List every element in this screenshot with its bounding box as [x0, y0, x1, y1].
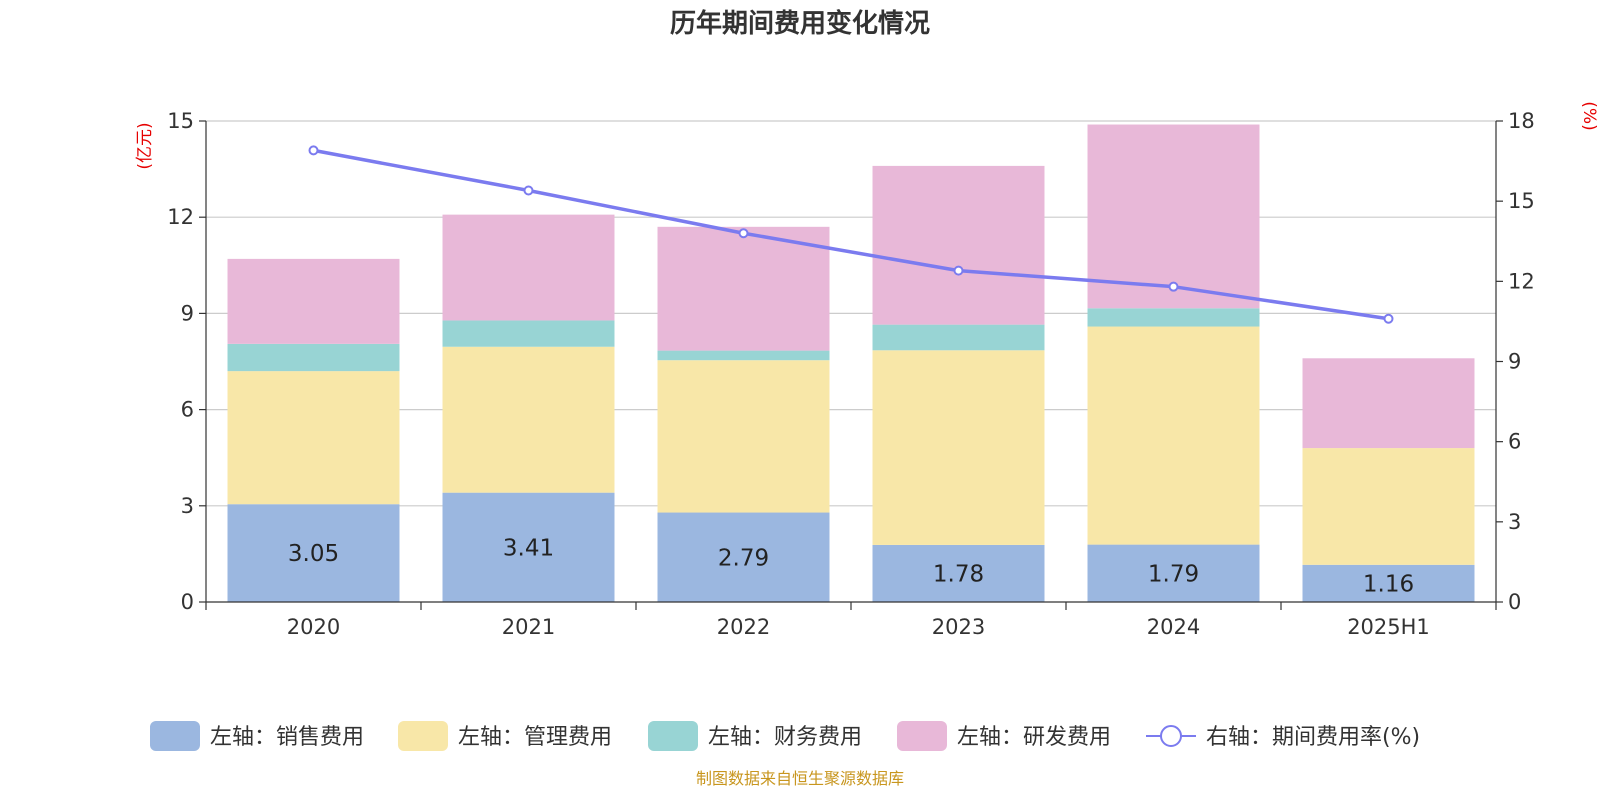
rate-point: [738, 228, 749, 239]
left-axis-unit: (亿元): [135, 122, 155, 169]
right-axis-unit: (%): [1579, 101, 1599, 130]
bar-segment: [442, 320, 615, 347]
source-note: 制图数据来自恒生聚源数据库: [696, 769, 904, 788]
axes: 0 3 6 9 12 15 0 3 6 9 12 15 18 2020 2021 2022 2023 2024 20…: [135, 101, 1599, 639]
rate-point: [953, 265, 964, 276]
x-tick-label: 2020: [287, 615, 340, 639]
bar-segment: [227, 343, 400, 372]
bar-segment: [657, 350, 830, 361]
legend-swatch: [648, 721, 698, 751]
data-label: 1.78: [933, 561, 984, 587]
bar-segment: [442, 214, 615, 321]
legend-swatch: [150, 721, 200, 751]
legend-label: 左轴：销售费用: [210, 725, 364, 750]
rate-line: [308, 145, 1394, 324]
bar-segment: [657, 360, 830, 513]
bar-segment: [227, 258, 400, 344]
right-tick-label: 12: [1508, 269, 1535, 293]
legend: 左轴：销售费用 左轴：管理费用 左轴：财务费用 左轴：研发费用 右轴：期间费用率(%): [150, 721, 1420, 751]
bar-segment: [442, 346, 615, 493]
bar-segment: [442, 492, 615, 602]
data-label: 2.79: [718, 545, 769, 571]
rate-point: [1168, 281, 1179, 292]
rate-point: [1383, 313, 1394, 324]
left-tick-label: 12: [167, 205, 194, 229]
bar-segment: [1302, 358, 1475, 449]
bar-segment: [1302, 448, 1475, 565]
rate-point: [523, 185, 534, 196]
data-label: 1.16: [1363, 571, 1414, 597]
bar-segment: [1087, 308, 1260, 327]
left-tick-label: 6: [181, 398, 194, 422]
legend-swatch: [897, 721, 947, 751]
data-label: 1.79: [1148, 561, 1199, 587]
x-tick-label: 2022: [717, 615, 770, 639]
legend-label: 右轴：期间费用率(%): [1206, 725, 1420, 750]
rate-polyline: [313, 148, 1389, 321]
x-tick-label: 2021: [502, 615, 555, 639]
left-tick-label: 9: [181, 301, 194, 325]
x-tick-label: 2025H1: [1347, 615, 1430, 639]
left-tick-label: 3: [181, 494, 194, 518]
grid-lines: [206, 120, 1496, 507]
legend-label: 左轴：财务费用: [708, 725, 862, 750]
data-labels: 3.05 3.41 2.79 1.78 1.79 1.16: [288, 535, 1414, 597]
right-tick-label: 9: [1508, 350, 1521, 374]
data-label: 3.41: [503, 535, 554, 561]
legend-swatch: [398, 721, 448, 751]
bar-segment: [657, 226, 830, 351]
legend-label: 左轴：研发费用: [957, 725, 1111, 750]
bar-segment: [872, 350, 1045, 545]
right-tick-label: 3: [1508, 510, 1521, 534]
x-tick-label: 2023: [932, 615, 985, 639]
data-label: 3.05: [288, 541, 339, 567]
bar-segment: [1087, 326, 1260, 545]
right-tick-label: 0: [1508, 590, 1521, 614]
legend-marker: [1160, 725, 1182, 747]
bar-segment: [1087, 544, 1260, 602]
bar-segment: [227, 504, 400, 602]
bar-segment: [657, 512, 830, 602]
bar-segment: [872, 544, 1045, 602]
chart-title: 历年期间费用变化情况: [670, 8, 930, 39]
bar-segment: [227, 371, 400, 505]
bar-segment: [872, 324, 1045, 351]
bar-segment: [1302, 564, 1475, 602]
left-tick-label: 0: [181, 590, 194, 614]
rate-point: [308, 145, 319, 156]
right-tick-label: 18: [1508, 109, 1535, 133]
bars: [227, 124, 1475, 602]
bar-segment: [872, 165, 1045, 325]
right-tick-label: 6: [1508, 430, 1521, 454]
left-tick-label: 15: [167, 109, 194, 133]
legend-label: 左轴：管理费用: [458, 725, 612, 750]
x-tick-label: 2024: [1147, 615, 1200, 639]
right-tick-label: 15: [1508, 189, 1535, 213]
bar-segment: [1087, 124, 1260, 309]
